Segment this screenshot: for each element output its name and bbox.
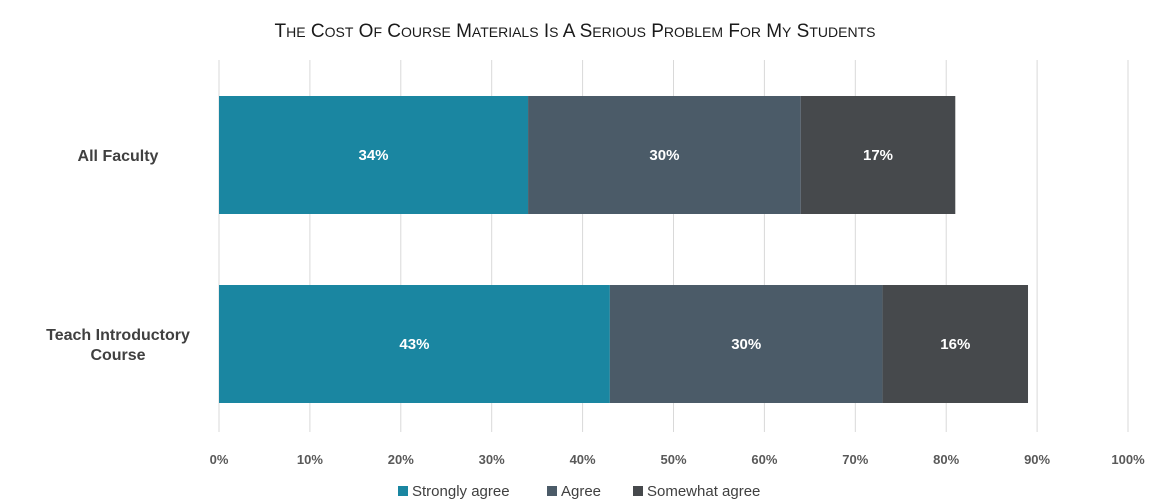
chart-title-text: THE COST OF COURSE MATERIALS IS A SERIOU… [275,21,876,42]
bar-somewhat-agree-all-faculty [800,96,956,214]
bars: 34% 30% 17% 43% 30% 16% [219,96,1029,403]
legend-swatch-agree [547,486,557,496]
x-tick-0: 0% [210,452,229,467]
data-label-agree-all-faculty: 30% [649,147,679,164]
chart-title: THE COST OF COURSE MATERIALS IS A SERIOU… [275,21,876,42]
category-label-all-faculty: All Faculty [78,148,159,165]
legend-label-agree: Agree [561,483,601,500]
x-tick-40: 40% [570,452,596,467]
x-tick-70: 70% [842,452,868,467]
category-label-teach-introductory-course: Teach Introductory Course [46,327,190,364]
x-tick-100: 100% [1111,452,1145,467]
x-tick-50: 50% [660,452,686,467]
legend: Strongly agree Agree Somewhat agree [398,483,760,500]
data-label-agree-teach-introductory-course: 30% [731,336,761,353]
legend-swatch-strongly-agree [398,486,408,496]
x-tick-10: 10% [297,452,323,467]
x-tick-20: 20% [388,452,414,467]
bar-strongly-agree-all-faculty [219,96,529,214]
x-tick-60: 60% [751,452,777,467]
x-tick-90: 90% [1024,452,1050,467]
legend-label-somewhat-agree: Somewhat agree [647,483,760,500]
x-tick-30: 30% [479,452,505,467]
bar-agree-teach-introductory-course [609,285,883,403]
x-tick-80: 80% [933,452,959,467]
x-axis-ticks: 0% 10% 20% 30% 40% 50% 60% 70% 80% 90% 100% [210,452,1145,467]
data-label-somewhat-agree-teach-introductory-course: 16% [940,336,970,353]
data-label-somewhat-agree-all-faculty: 17% [863,147,893,164]
legend-label-strongly-agree: Strongly agree [412,483,510,500]
bar-strongly-agree-teach-introductory-course [219,285,610,403]
category-labels: All Faculty Teach Introductory Course [46,148,190,364]
data-label-strongly-agree-teach-introductory-course: 43% [399,336,429,353]
bar-somewhat-agree-teach-introductory-course [882,285,1029,403]
bar-agree-all-faculty [528,96,801,214]
data-label-strongly-agree-all-faculty: 34% [359,147,389,164]
legend-swatch-somewhat-agree [633,486,643,496]
